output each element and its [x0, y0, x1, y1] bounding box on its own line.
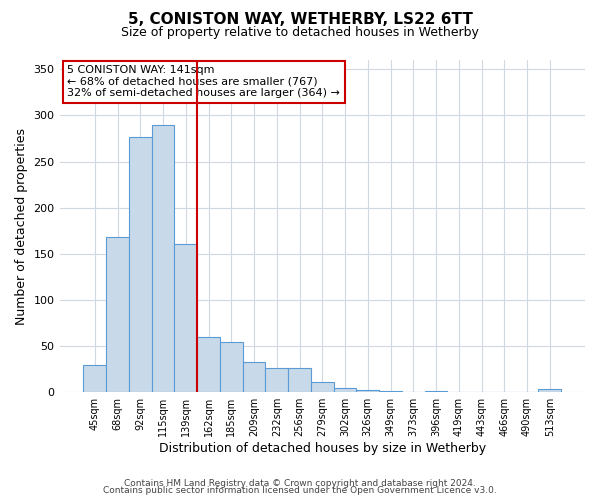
Text: Contains public sector information licensed under the Open Government Licence v3: Contains public sector information licen…: [103, 486, 497, 495]
X-axis label: Distribution of detached houses by size in Wetherby: Distribution of detached houses by size …: [159, 442, 486, 455]
Text: 5 CONISTON WAY: 141sqm
← 68% of detached houses are smaller (767)
32% of semi-de: 5 CONISTON WAY: 141sqm ← 68% of detached…: [67, 65, 340, 98]
Bar: [220, 342, 242, 392]
Bar: [334, 388, 356, 392]
Text: 5, CONISTON WAY, WETHERBY, LS22 6TT: 5, CONISTON WAY, WETHERBY, LS22 6TT: [128, 12, 472, 28]
Bar: [175, 244, 197, 392]
Text: Size of property relative to detached houses in Wetherby: Size of property relative to detached ho…: [121, 26, 479, 39]
Bar: [311, 382, 334, 392]
Text: Contains HM Land Registry data © Crown copyright and database right 2024.: Contains HM Land Registry data © Crown c…: [124, 478, 476, 488]
Bar: [83, 366, 106, 392]
Bar: [356, 390, 379, 392]
Bar: [242, 362, 265, 392]
Bar: [152, 124, 175, 392]
Y-axis label: Number of detached properties: Number of detached properties: [15, 128, 28, 324]
Bar: [129, 136, 152, 392]
Bar: [538, 390, 561, 392]
Bar: [197, 337, 220, 392]
Bar: [106, 237, 129, 392]
Bar: [265, 368, 288, 392]
Bar: [288, 368, 311, 392]
